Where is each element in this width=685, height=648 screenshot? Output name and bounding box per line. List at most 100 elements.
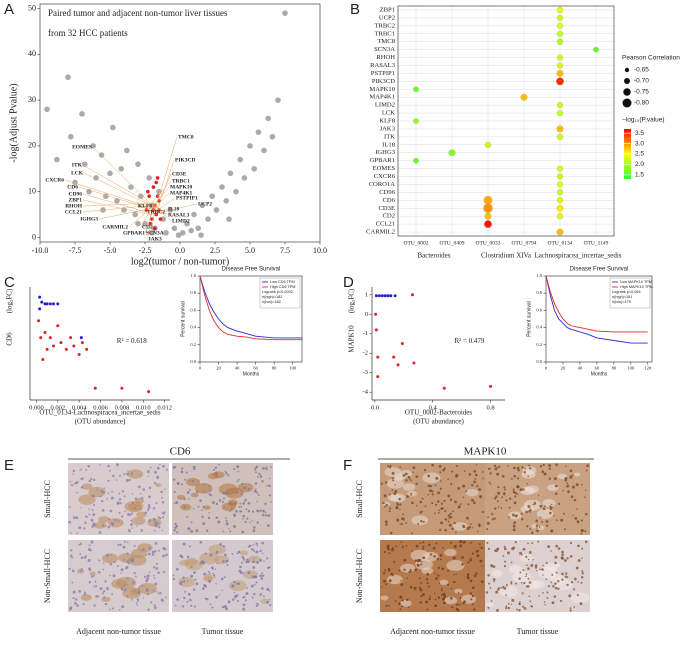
- point: [247, 143, 253, 149]
- nucleus: [183, 505, 187, 509]
- survival-curve: [545, 275, 648, 344]
- nucleus: [105, 525, 107, 527]
- y-tick-label: IL18: [382, 141, 396, 148]
- nucleus: [268, 494, 272, 497]
- nucleus: [550, 503, 553, 506]
- nucleus: [88, 513, 91, 516]
- label-connector: [78, 186, 159, 212]
- nucleus: [429, 489, 433, 493]
- nucleus: [147, 504, 151, 507]
- y-tick-label: IGHG3: [375, 149, 395, 156]
- dot: [556, 109, 564, 117]
- nucleus: [465, 490, 468, 493]
- nucleus: [507, 603, 510, 605]
- y-tick-label: -1: [363, 330, 368, 337]
- gene-label: ZBP1: [69, 197, 83, 203]
- nucleus: [434, 484, 437, 487]
- nucleus: [536, 527, 538, 529]
- nucleus: [387, 568, 391, 572]
- size-key: [623, 88, 631, 96]
- nucleus: [70, 554, 73, 558]
- nucleus: [429, 484, 432, 488]
- nucleus: [266, 600, 269, 604]
- nucleus: [199, 540, 203, 544]
- nucleus: [563, 512, 566, 515]
- nucleus: [68, 506, 71, 508]
- annotation: R² = 0.618: [117, 337, 147, 345]
- nucleus: [218, 499, 222, 502]
- nucleus: [436, 557, 439, 561]
- nucleus: [528, 464, 531, 467]
- nucleus: [269, 604, 272, 607]
- nucleus: [476, 484, 479, 488]
- nucleus: [534, 502, 537, 505]
- nucleus: [411, 550, 414, 552]
- label-connector: [157, 203, 198, 214]
- dot: [556, 204, 564, 212]
- nucleus: [399, 523, 401, 525]
- stat-label: n(high)=181: [612, 295, 632, 299]
- nucleus: [573, 606, 576, 608]
- nucleus: [492, 578, 496, 581]
- nucleus: [104, 602, 108, 606]
- nucleus: [190, 574, 194, 578]
- nucleus: [482, 477, 484, 480]
- nucleus: [265, 466, 268, 468]
- nucleus: [82, 603, 85, 606]
- nucleus: [134, 575, 137, 578]
- nucleus: [209, 553, 213, 557]
- point: [118, 165, 124, 172]
- nucleus: [479, 495, 482, 498]
- nucleus: [119, 543, 122, 546]
- y-axis-label: MAPK10: [348, 325, 356, 353]
- nucleus: [83, 593, 87, 596]
- nucleus: [179, 582, 183, 586]
- nucleus: [434, 512, 436, 515]
- nucleus: [419, 588, 423, 592]
- nucleus: [426, 572, 430, 576]
- nucleus: [433, 592, 436, 595]
- nucleus: [161, 516, 165, 519]
- nucleus: [566, 482, 569, 485]
- point: [275, 97, 281, 103]
- nucleus: [90, 575, 94, 578]
- nucleus: [74, 602, 77, 605]
- nucleus: [208, 493, 211, 496]
- nucleus: [507, 606, 511, 610]
- y-tick-label: PSTPIP1: [371, 70, 395, 77]
- point: [43, 331, 47, 335]
- nucleus: [242, 515, 245, 518]
- nucleus: [161, 529, 164, 532]
- point: [80, 341, 84, 345]
- nucleus: [245, 508, 248, 511]
- point: [114, 198, 120, 204]
- nucleus: [524, 467, 526, 470]
- nucleus: [486, 541, 489, 544]
- nucleus: [405, 479, 408, 482]
- nucleus: [383, 579, 386, 583]
- nucleus: [569, 555, 573, 558]
- group-label: Lachnospiracea_incertae_sedis: [534, 252, 621, 260]
- tissue-patch: [523, 499, 542, 511]
- nucleus: [80, 568, 83, 571]
- nucleus: [498, 465, 501, 468]
- nucleus: [487, 573, 490, 577]
- nucleus: [491, 565, 494, 568]
- nucleus: [519, 601, 521, 603]
- nucleus: [389, 531, 393, 535]
- nucleus: [231, 552, 234, 555]
- nucleus: [251, 575, 255, 579]
- y-tick-label: -3: [363, 369, 368, 376]
- nucleus: [454, 531, 457, 534]
- nucleus: [441, 587, 443, 590]
- nucleus: [459, 544, 463, 548]
- dot: [556, 181, 564, 188]
- nucleus: [154, 550, 157, 553]
- nucleus: [146, 509, 150, 512]
- nucleus: [249, 521, 251, 524]
- nucleus: [162, 554, 165, 558]
- nucleus: [240, 492, 243, 495]
- survival-curve: [545, 275, 648, 333]
- y-axis-label: CD6: [6, 332, 14, 346]
- nucleus: [529, 467, 532, 470]
